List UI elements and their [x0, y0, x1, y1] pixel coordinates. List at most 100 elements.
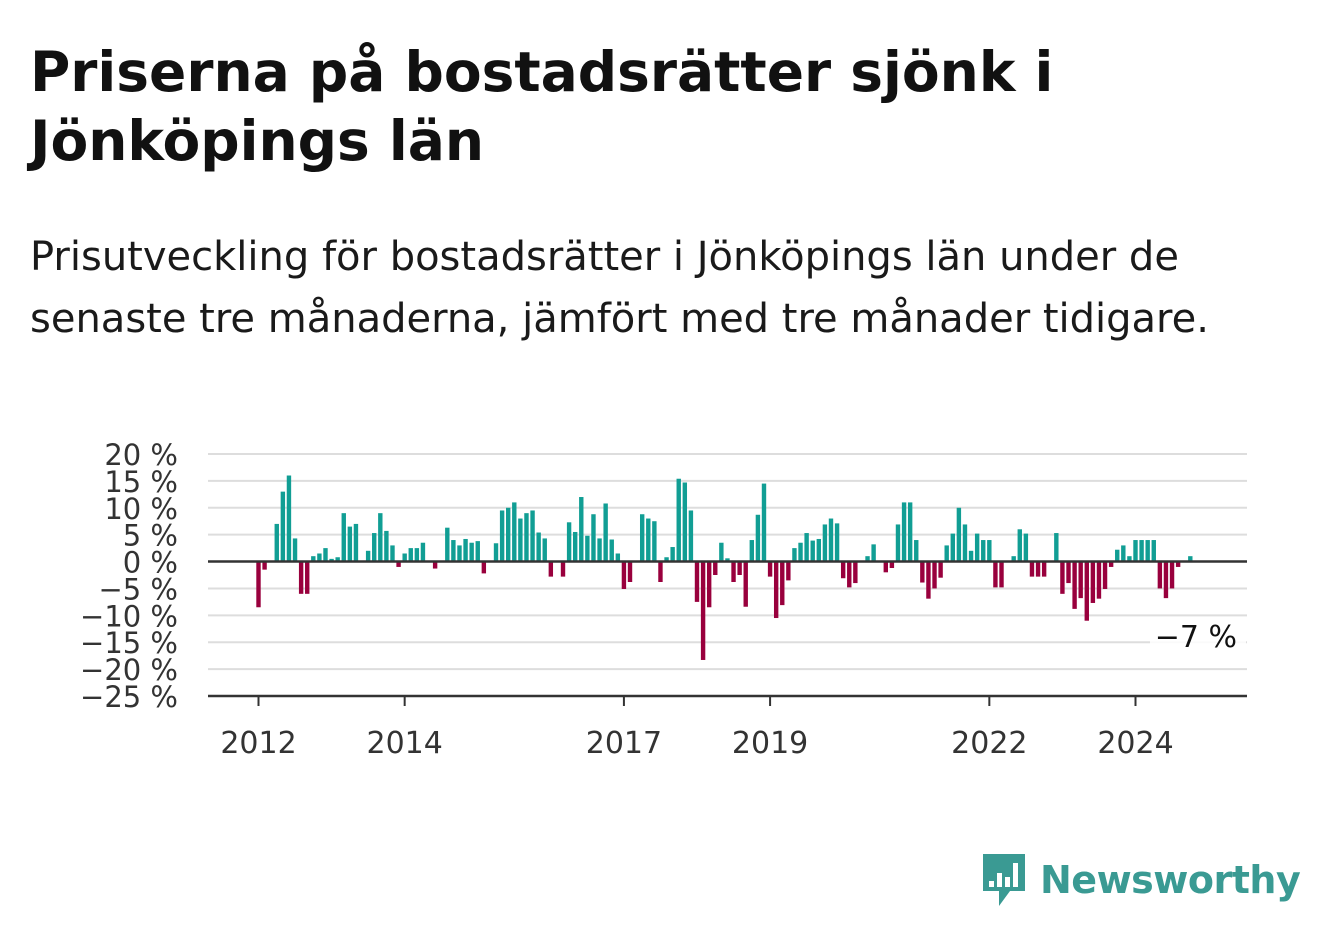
bar-positive	[414, 548, 420, 562]
bar-positive	[372, 533, 377, 562]
bar-positive	[652, 521, 657, 562]
annotation-background	[1150, 619, 1246, 654]
chart-subtitle: Prisutveckling för bostadsrätter i Jönkö…	[30, 234, 1209, 342]
y-tick-label: −25 %	[80, 680, 178, 714]
latest-value-label: −7 %	[1155, 620, 1237, 655]
x-tick-label: 2022	[951, 726, 1027, 760]
bar-positive	[506, 507, 511, 562]
bar-negative	[621, 561, 627, 589]
bar-negative	[1090, 561, 1096, 603]
bar-negative	[700, 561, 706, 660]
y-tick-label: 15 %	[104, 465, 178, 499]
bar-negative	[658, 561, 663, 582]
y-tick-label: 0 %	[123, 546, 178, 580]
bar-negative	[786, 561, 791, 581]
bar-positive	[512, 502, 517, 562]
bar-positive	[822, 524, 828, 562]
bar-positive	[907, 502, 913, 562]
bar-positive	[475, 541, 480, 562]
bar-positive	[347, 526, 353, 562]
bar-negative	[883, 561, 888, 573]
bar-positive	[609, 539, 614, 562]
bar-positive	[1023, 533, 1029, 562]
bar-positive	[725, 558, 730, 562]
bar-positive	[901, 502, 907, 562]
bar-positive	[286, 475, 292, 562]
bar-negative	[481, 561, 487, 574]
bar-positive	[408, 548, 413, 562]
bar-positive	[670, 547, 675, 562]
y-tick-label: 20 %	[104, 438, 178, 472]
bar-negative	[560, 561, 566, 577]
brand-name: Newsworthy	[1040, 858, 1301, 902]
bar-positive	[378, 513, 383, 562]
bar-negative	[1108, 561, 1114, 567]
bar-positive	[597, 538, 602, 562]
bar-positive	[579, 497, 584, 562]
bar-negative	[840, 561, 846, 579]
bar-negative	[694, 561, 700, 602]
bar-positive	[664, 557, 669, 562]
bar-positive	[292, 538, 298, 562]
x-tick-label: 2019	[732, 726, 808, 760]
bar-positive	[834, 523, 840, 562]
bar-negative	[1157, 561, 1163, 589]
bar-negative	[1041, 561, 1047, 577]
bar-positive	[524, 513, 529, 562]
bar-positive	[402, 553, 407, 562]
bar-negative	[396, 561, 401, 567]
bar-positive	[542, 538, 547, 562]
y-tick-label: −20 %	[80, 653, 178, 687]
bar-positive	[329, 558, 334, 562]
bar-negative	[743, 561, 748, 607]
x-tick-label: 2024	[1097, 726, 1173, 760]
bar-positive	[585, 535, 590, 562]
bar-positive	[280, 491, 286, 562]
x-tick-label: 2017	[586, 726, 662, 760]
bar-negative	[1078, 561, 1083, 599]
newsworthy-logo: Newsworthy	[980, 850, 1301, 910]
bar-positive	[974, 533, 980, 562]
bar-negative	[889, 561, 895, 569]
bar-positive	[944, 545, 949, 562]
bar-negative	[1029, 561, 1035, 577]
bar-positive	[719, 542, 724, 562]
chart-title: Priserna på bostadsrätter sjönk i Jönköp…	[30, 40, 1054, 173]
bar-negative	[256, 561, 261, 608]
bar-positive	[317, 553, 322, 562]
bar-positive	[591, 514, 596, 562]
bar-positive	[968, 550, 974, 562]
y-tick-label: 5 %	[123, 519, 178, 553]
bar-positive	[1054, 533, 1059, 562]
bar-positive	[865, 556, 870, 562]
bar-positive	[810, 540, 815, 562]
y-tick-label: −10 %	[80, 599, 178, 633]
bar-negative	[1060, 561, 1065, 594]
bar-negative	[1084, 561, 1089, 621]
bar-positive	[981, 540, 986, 562]
bar-positive	[1139, 540, 1144, 562]
bar-positive	[755, 514, 761, 562]
bar-positive	[987, 540, 992, 562]
bar-negative	[780, 561, 785, 606]
bar-negative	[1072, 561, 1077, 609]
bar-positive	[761, 483, 767, 562]
bar-negative	[731, 561, 736, 582]
bar-positive	[956, 507, 962, 562]
bar-negative	[1175, 561, 1181, 567]
bar-positive	[1121, 545, 1126, 562]
bar-negative	[1163, 561, 1169, 599]
bar-negative	[773, 561, 779, 619]
bar-negative	[737, 561, 742, 575]
bar-positive	[1127, 556, 1132, 562]
bar-positive	[871, 544, 876, 562]
bar-positive	[1145, 540, 1150, 562]
bar-positive	[493, 543, 499, 562]
bar-positive	[274, 523, 279, 562]
bar-negative	[1169, 561, 1175, 589]
bar-positive	[1011, 556, 1016, 562]
bar-positive	[615, 553, 621, 562]
bar-positive	[792, 548, 797, 562]
bar-positive	[798, 542, 803, 562]
bar-negative	[262, 561, 267, 570]
